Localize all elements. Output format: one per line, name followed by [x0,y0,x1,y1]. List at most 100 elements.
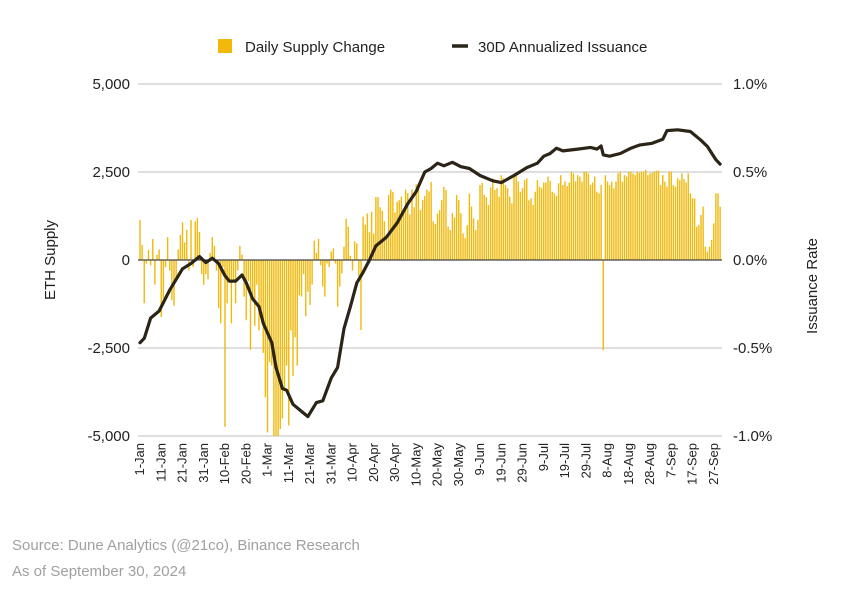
bar [451,213,454,260]
bar [485,197,488,260]
x-tick-label: 11-Mar [281,442,296,483]
bar [247,260,250,282]
legend-swatch-bars [218,39,232,53]
bar [279,260,281,429]
bar [268,260,271,363]
bar [237,260,239,271]
x-tick-label: 18-Aug [621,443,636,485]
bar [509,196,511,260]
bar [659,185,662,260]
bar [604,175,607,260]
bar [587,173,590,260]
x-tick-label: 7-Sep [663,443,678,478]
bar [419,210,422,260]
bar [353,241,356,260]
bar [521,188,524,260]
bar [602,260,604,351]
bar [370,211,373,260]
bar [360,260,362,331]
bar [147,249,150,260]
x-axis: 1-Jan 11-Jan 21-Jan 31-Jan 10-Feb 20-Feb 1-Mar… [132,442,721,486]
bar [470,206,473,260]
bar [249,260,252,350]
x-tick-label: 29-Jul [578,443,593,479]
bar [460,213,462,260]
bar [260,260,262,313]
bar [642,171,645,260]
bar [262,260,264,353]
bar [139,219,141,260]
bar [190,219,192,260]
bar [313,240,315,260]
bar [475,230,477,260]
legend-label-bars: Daily Supply Change [245,39,385,56]
bar [281,260,284,419]
bar [154,260,156,285]
bar [347,226,349,260]
bar [302,260,305,275]
bar [336,260,339,307]
x-tick-label: 9-Jul [536,443,551,471]
bar [396,201,398,260]
bar [468,193,471,260]
bar [224,260,226,427]
bar [381,210,383,260]
bar [156,254,158,260]
bar [292,260,294,377]
bar [326,260,328,264]
y-tick-label-right: 0.0% [733,252,767,269]
bar [328,260,330,268]
legend: Daily Supply Change 30D Annualized Issua… [218,39,647,56]
bar [562,185,564,260]
bar [487,205,490,260]
bar [657,170,660,260]
bar [390,189,392,260]
bar [547,176,549,260]
source-note: Source: Dune Analytics (@21co), Binance … [12,537,360,554]
bar [334,260,337,264]
bar [530,198,532,260]
bar [553,193,556,260]
bar [466,225,468,260]
bar [543,182,545,260]
bar [141,244,143,260]
bar [502,178,505,260]
bar [362,216,364,260]
bar [179,235,182,260]
x-tick-label: 9-Jun [472,443,487,476]
bar [349,255,352,260]
bar [158,249,160,260]
bar [691,198,694,260]
bar [256,260,258,285]
bar [186,229,188,260]
bar [375,196,377,260]
bar [285,260,288,366]
bar [443,186,445,260]
bar [498,196,500,260]
bar [222,260,224,268]
bar [574,181,577,260]
bar [228,260,230,282]
bar [152,238,154,260]
bar [617,173,619,260]
bar [177,249,179,260]
bar [245,260,247,320]
bar [589,185,592,260]
bar [441,200,443,260]
bar [379,207,381,260]
bar [540,188,543,260]
bar [453,217,456,260]
x-tick-label: 30-Apr [387,442,402,482]
bar-series [139,170,721,436]
bar [455,194,458,260]
bar [640,171,643,260]
bar [655,170,658,260]
bar [283,260,286,391]
bar [681,173,683,260]
bar [708,246,711,260]
bar [258,260,260,331]
bar [534,191,536,260]
bar [528,200,530,260]
bar [613,188,615,260]
bar [241,254,243,260]
